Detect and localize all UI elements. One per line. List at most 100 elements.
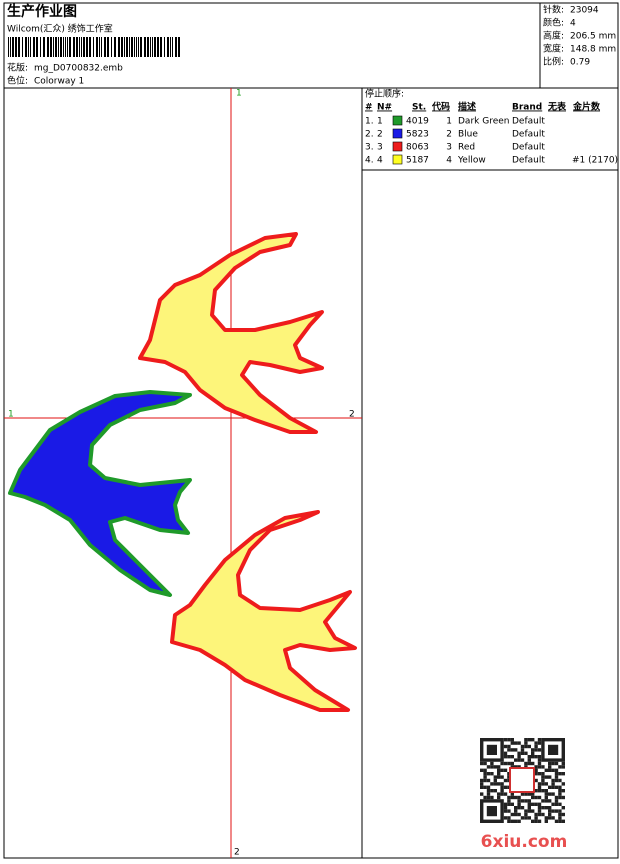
qr-cell (507, 785, 511, 789)
qr-cell (551, 816, 555, 820)
qr-cell (483, 778, 487, 783)
qr-cell (527, 809, 531, 813)
qr-cell (514, 748, 518, 752)
qr-cell (541, 812, 545, 817)
qr-cell (517, 751, 521, 755)
qr-cell (500, 789, 504, 793)
bar (22, 37, 23, 57)
qr-cell (517, 799, 521, 803)
bar (144, 37, 146, 57)
qr-cell (493, 775, 497, 779)
qr-cell (548, 775, 552, 779)
qr-cell (537, 782, 542, 786)
bar (154, 37, 156, 57)
qr-cell (510, 765, 514, 769)
qr-cell (548, 806, 552, 810)
cell: #1 (2170) (572, 156, 618, 166)
qr-cell (507, 761, 511, 766)
cell: 3. (365, 143, 374, 153)
bar (104, 37, 106, 57)
qr-finder (486, 744, 497, 755)
qr-finder (486, 806, 497, 817)
colorway: Colorway 1 (34, 77, 84, 87)
qr-cell (510, 741, 514, 745)
qr-cell (520, 744, 525, 749)
stat-value: 148.8 mm (570, 45, 616, 55)
qr-cell (531, 738, 535, 742)
stat-label: 高度: (543, 30, 564, 42)
qr-cell (507, 755, 511, 759)
qr-cell (531, 761, 535, 766)
bar (96, 37, 98, 57)
axis-label: 2 (349, 410, 355, 420)
qr-cell (534, 765, 538, 769)
qr-cell (537, 809, 542, 813)
qr-cell (548, 812, 552, 817)
column-header: 代码 (431, 101, 450, 113)
qr-cell (558, 812, 562, 817)
qr-finder (480, 799, 504, 824)
qr-cell (480, 768, 484, 772)
bar (43, 37, 45, 57)
cell: 4. (365, 156, 374, 166)
qr-cell (517, 819, 521, 823)
bar (63, 37, 64, 57)
qr-cell (554, 799, 559, 803)
color-swatch (392, 141, 403, 152)
bar (126, 37, 128, 57)
qr-cell (551, 768, 555, 772)
column-header: 无表 (547, 101, 567, 113)
bar (83, 37, 85, 57)
qr-cell (544, 782, 548, 786)
qr-cell (537, 802, 542, 806)
qr-cell (490, 765, 494, 769)
qr-cell (486, 785, 491, 789)
qr-cell (558, 819, 562, 823)
qr-cell (534, 741, 538, 745)
column-header: 金片数 (572, 101, 601, 113)
qr-cell (534, 768, 538, 772)
bar (164, 37, 165, 57)
qr-cell (541, 772, 545, 776)
cell: 2. (365, 130, 374, 140)
qr-cell (548, 816, 552, 820)
qr-cell (554, 768, 559, 772)
qr-cell (510, 795, 514, 800)
qr-cell (500, 792, 504, 796)
bar (50, 37, 52, 57)
qr-cell (544, 795, 548, 800)
qr-cell (548, 765, 552, 769)
qr-cell (497, 795, 501, 800)
qr-cell (537, 789, 542, 793)
qr-cell (486, 772, 491, 776)
qr-cell (507, 744, 511, 749)
bar (140, 37, 142, 57)
qr-cell (503, 816, 508, 820)
bar (79, 37, 80, 57)
qr-cell (544, 799, 548, 803)
qr-cell (561, 819, 565, 823)
qr-cell (554, 795, 559, 800)
qr-cell (534, 795, 538, 800)
qr-cell (480, 761, 484, 766)
bar (30, 37, 31, 57)
bar (25, 37, 27, 57)
bar (15, 37, 17, 57)
qr-cell (524, 799, 528, 803)
qr-cell (541, 782, 545, 786)
qr-cell (514, 819, 518, 823)
qr-cell (503, 761, 508, 766)
qr-cell (554, 778, 559, 783)
qr-cell (507, 772, 511, 776)
qr-cell (507, 816, 511, 820)
bar (170, 37, 171, 57)
qr-cell (507, 778, 511, 783)
qr-cell (537, 761, 542, 766)
qr-logo (509, 767, 535, 793)
qr-cell (561, 765, 565, 769)
qr-cell (554, 819, 559, 823)
qr-cell (520, 816, 525, 820)
qr-cell (517, 741, 521, 745)
qr-cell (551, 761, 555, 766)
qr-cell (490, 782, 494, 786)
